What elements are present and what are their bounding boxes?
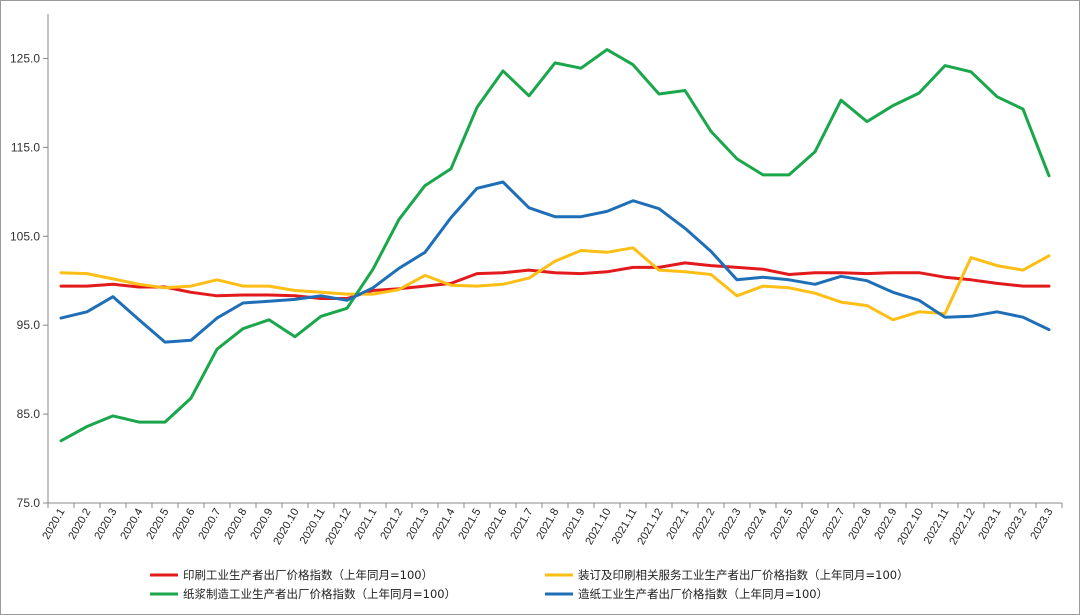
x-tick-label: 2022.12 (947, 507, 977, 547)
x-tick-label: 2022.8 (846, 507, 873, 542)
y-tick-label: 125.0 (10, 51, 40, 65)
x-tick-label: 2021.8 (534, 507, 561, 542)
y-tick-label: 115.0 (11, 140, 40, 154)
x-tick-label: 2020.12 (323, 507, 353, 547)
x-tick-label: 2023.2 (1002, 507, 1029, 542)
x-tick-label: 2022.1 (664, 507, 691, 542)
x-tick-label: 2022.6 (794, 507, 821, 542)
y-tick-label: 95.0 (17, 318, 41, 332)
legend: 印刷工业生产者出厂价格指数（上年同月=100） 装订及印刷相关服务工业生产者出厂价… (150, 568, 909, 601)
x-tick-label: 2021.9 (560, 507, 587, 542)
x-tick-label: 2020.4 (118, 507, 145, 542)
axes (47, 14, 1062, 504)
series-line-0 (59, 261, 1051, 300)
x-tick-label: 2022.7 (820, 507, 847, 542)
x-tick-label: 2020.7 (196, 507, 223, 542)
y-tick-label: 75.0 (17, 496, 41, 510)
x-tick-label: 2022.5 (768, 507, 795, 542)
legend-label-2: 纸浆制造工业生产者出厂价格指数（上年同月=100） (183, 587, 456, 601)
x-tick-label: 2020.9 (248, 507, 275, 542)
x-tick-label: 2020.6 (170, 507, 197, 542)
x-tick-label: 2022.3 (716, 507, 743, 542)
x-tick-label: 2021.7 (508, 507, 535, 542)
x-tick-label: 2023.3 (1028, 507, 1055, 542)
x-tick-label: 2020.5 (144, 507, 171, 542)
x-tick-label: 2020.8 (222, 507, 249, 542)
x-tick-label: 2021.12 (635, 507, 665, 547)
x-tick-label: 2021.3 (404, 507, 431, 542)
y-tick-label: 85.0 (17, 407, 41, 421)
x-tick-label: 2020.2 (66, 507, 93, 542)
series-line-2 (59, 48, 1051, 443)
x-tick-label: 2021.2 (378, 507, 405, 542)
series-line-3 (59, 180, 1051, 344)
x-tick-label: 2020.1 (40, 507, 67, 542)
x-tick-label: 2021.6 (482, 507, 509, 542)
x-tick-label: 2022.2 (690, 507, 717, 542)
x-tick-label: 2021.1 (352, 507, 379, 542)
y-axis-ticks: 75.0 85.0 95.0 105.0 115.0 125.0 (10, 51, 48, 510)
x-tick-label: 2023.1 (976, 507, 1003, 542)
series-line-1 (59, 246, 1051, 322)
y-tick-label: 105.0 (10, 229, 40, 243)
legend-label-1: 装订及印刷相关服务工业生产者出厂价格指数（上年同月=100） (578, 568, 909, 582)
x-tick-label: 2022.9 (872, 507, 899, 542)
legend-label-0: 印刷工业生产者出厂价格指数（上年同月=100） (183, 568, 433, 582)
x-axis-ticks: 2020.12020.22020.32020.42020.52020.62020… (40, 503, 1063, 547)
x-tick-label: 2021.5 (456, 507, 483, 542)
x-tick-label: 2022.4 (742, 507, 769, 542)
x-tick-label: 2020.3 (92, 507, 119, 542)
legend-label-3: 造纸工业生产者出厂价格指数（上年同月=100） (578, 587, 828, 601)
x-tick-label: 2021.4 (430, 507, 457, 542)
series-lines (59, 48, 1051, 443)
